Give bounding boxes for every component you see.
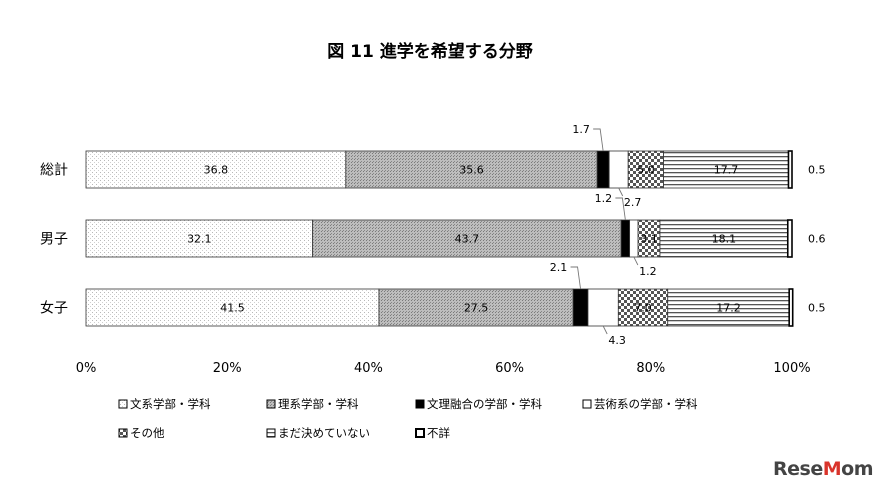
category-label: 女子 <box>40 300 68 317</box>
value-label: 18.1 <box>712 233 737 246</box>
bar-segment <box>378 288 574 327</box>
bar-segment <box>312 219 622 258</box>
bar-segment <box>788 288 794 327</box>
bar-segment <box>85 219 314 258</box>
value-label: 17.7 <box>714 164 739 177</box>
x-tick-label: 80% <box>636 361 665 376</box>
value-label: 0.5 <box>808 164 826 177</box>
leader-line <box>602 325 608 335</box>
legend-swatch <box>266 428 276 438</box>
bar-segment <box>629 219 639 258</box>
leader-line <box>615 197 626 221</box>
legend-swatch <box>582 399 592 409</box>
value-label: 2.7 <box>624 196 642 209</box>
value-label: 4.3 <box>608 334 626 347</box>
value-label: 17.2 <box>716 302 741 315</box>
leader-line <box>570 266 581 290</box>
value-label: 27.5 <box>464 302 489 315</box>
legend-label: 文理融合の学部・学科 <box>427 397 542 411</box>
bar-segment <box>620 219 631 258</box>
x-tick-label: 100% <box>773 361 810 376</box>
value-label: 5.0 <box>637 164 655 177</box>
value-label: 1.7 <box>572 123 590 136</box>
value-label: 35.6 <box>459 164 484 177</box>
value-label: 0.6 <box>808 233 826 246</box>
leader-line <box>593 128 604 152</box>
bar-segment <box>345 150 598 189</box>
value-label: 1.2 <box>639 265 657 278</box>
legend-swatch <box>266 399 276 409</box>
resemom-logo: ReseMom <box>773 458 874 480</box>
bar-segment <box>85 288 380 327</box>
bar-segment <box>587 288 619 327</box>
bar-segment <box>659 219 789 258</box>
bar-segment <box>667 288 790 327</box>
x-tick-label: 40% <box>354 361 383 376</box>
value-label: 0.5 <box>808 302 826 315</box>
x-tick-label: 20% <box>213 361 242 376</box>
bar-segment <box>786 219 793 258</box>
legend-label: その他 <box>130 426 165 440</box>
leader-line <box>618 187 624 197</box>
legend-swatch <box>415 399 425 409</box>
value-label: 36.8 <box>204 164 229 177</box>
value-label: 41.5 <box>220 302 245 315</box>
legend-label: まだ決めていない <box>278 426 370 440</box>
bar-segment <box>608 150 629 189</box>
legend-label: 不詳 <box>427 426 450 440</box>
legend-label: 理系学部・学科 <box>278 397 359 411</box>
legend-label: 文系学部・学科 <box>130 397 211 411</box>
value-label: 2.1 <box>550 261 568 274</box>
legend-swatch <box>118 428 128 438</box>
category-label: 男子 <box>40 232 68 248</box>
leader-line <box>633 256 639 266</box>
value-label: 3.1 <box>640 233 658 246</box>
bar-segment <box>596 150 610 189</box>
value-label: 32.1 <box>187 233 212 246</box>
legend-swatch <box>118 399 128 409</box>
legend-swatch <box>415 428 425 438</box>
value-label: 43.7 <box>455 233 480 246</box>
bar-segment <box>85 150 347 189</box>
bar-segment <box>617 288 669 327</box>
value-label: 1.2 <box>595 192 613 205</box>
category-label: 総計 <box>40 163 68 179</box>
bar-segment <box>627 150 664 189</box>
chart-title: 図 11 進学を希望する分野 <box>327 41 533 62</box>
bar-segment <box>663 150 789 189</box>
bar-segment <box>787 150 793 189</box>
bar-segment <box>572 288 589 327</box>
value-label: 7.0 <box>634 302 652 315</box>
x-tick-label: 0% <box>76 361 97 376</box>
legend-label: 芸術系の学部・学科 <box>594 397 698 411</box>
x-tick-label: 60% <box>495 361 524 376</box>
